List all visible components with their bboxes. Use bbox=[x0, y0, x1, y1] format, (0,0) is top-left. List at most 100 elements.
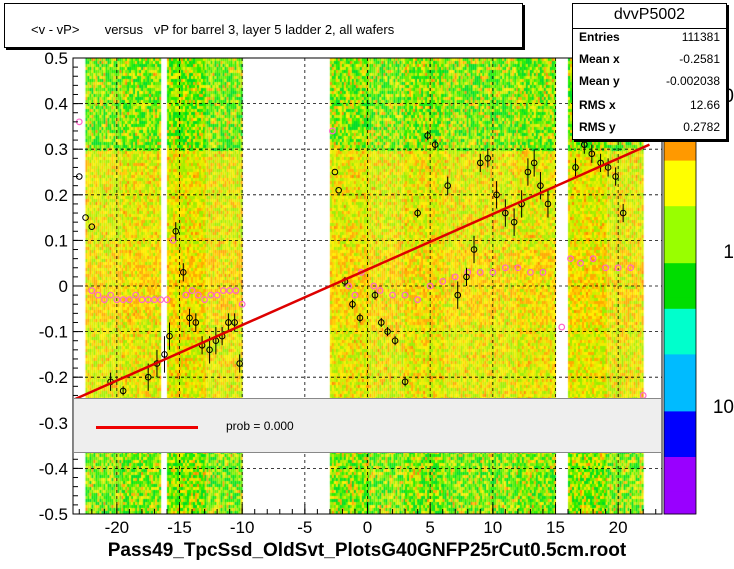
colorbar-cell bbox=[664, 434, 696, 447]
pink-point bbox=[464, 268, 472, 276]
profile-point bbox=[544, 200, 552, 208]
pink-point bbox=[627, 264, 635, 272]
y-tick-label: 0.2 bbox=[44, 186, 68, 205]
stats-row-rms-y: RMS y 0.2782 bbox=[579, 120, 720, 142]
pink-point bbox=[94, 291, 102, 299]
pink-point bbox=[389, 291, 396, 299]
pink-point bbox=[577, 259, 584, 267]
profile-point bbox=[331, 168, 339, 176]
stats-row-entries: Entries 111381 bbox=[579, 30, 720, 52]
colorbar-cell bbox=[664, 491, 696, 504]
pink-point bbox=[414, 296, 422, 304]
colorbar-cell bbox=[664, 286, 696, 298]
stats-row-mean-y: Mean y -0.002038 bbox=[579, 74, 720, 96]
colorbar-cell bbox=[664, 240, 696, 253]
pink-point bbox=[345, 282, 353, 290]
colorbar-cell bbox=[664, 160, 696, 173]
stats-row-mean-x: Mean x -0.2581 bbox=[579, 52, 720, 74]
tick-labels: -20 -15 -10 -5 0 5 10 15 20 -0.5 -0.4 -0.3 -0.2 -0.1 0… bbox=[39, 49, 628, 537]
profile-point bbox=[524, 168, 532, 176]
profile-point bbox=[414, 209, 421, 217]
stats-value: 0.2782 bbox=[683, 120, 720, 134]
colorbar-cell bbox=[664, 354, 696, 367]
profile-point bbox=[335, 186, 342, 194]
profile-point bbox=[377, 319, 385, 326]
pink-point bbox=[329, 127, 336, 135]
pink-point bbox=[476, 268, 484, 276]
pink-point bbox=[188, 287, 196, 294]
colorbar-cell bbox=[664, 308, 696, 321]
profile-point bbox=[502, 209, 509, 217]
stats-value: -0.2581 bbox=[679, 52, 720, 66]
pink-point bbox=[194, 291, 202, 299]
colorbar-cell bbox=[664, 229, 696, 241]
profile-point bbox=[144, 373, 152, 381]
colorbar-cell bbox=[664, 274, 696, 287]
colorbar-cell bbox=[664, 365, 696, 378]
pink-point bbox=[232, 287, 240, 294]
y-tick-label: 0.3 bbox=[44, 140, 68, 159]
pink-point bbox=[88, 287, 96, 294]
pink-point bbox=[138, 296, 146, 304]
pink-point bbox=[119, 296, 127, 304]
colorbar-cell bbox=[664, 217, 696, 230]
profile-point bbox=[179, 269, 187, 276]
colorbar-cell bbox=[664, 445, 696, 458]
profile-point bbox=[356, 314, 364, 322]
y-tick-label: 0.4 bbox=[44, 95, 68, 114]
profile-point bbox=[172, 227, 180, 235]
x-tick-label: 10 bbox=[483, 518, 502, 537]
profile-point bbox=[236, 360, 243, 367]
profile-point bbox=[588, 150, 596, 158]
fit-line bbox=[72, 143, 650, 402]
legend-box: prob = 0.000 bbox=[73, 398, 662, 453]
pink-point bbox=[370, 282, 378, 290]
pink-point bbox=[426, 282, 434, 290]
x-tick-label: 0 bbox=[363, 518, 372, 537]
stats-label: RMS y bbox=[579, 120, 616, 134]
colorbar-cell bbox=[664, 502, 696, 515]
profile-point bbox=[82, 214, 89, 221]
profile-point bbox=[572, 164, 579, 171]
pink-point bbox=[125, 296, 133, 304]
pink-point bbox=[614, 264, 622, 272]
profile-point bbox=[454, 291, 462, 299]
profile-point bbox=[206, 346, 213, 354]
colorbar-cell bbox=[664, 137, 696, 150]
legend-line-swatch bbox=[96, 426, 198, 429]
y-tick-label: -0.1 bbox=[39, 323, 68, 342]
profile-point bbox=[444, 182, 452, 189]
profile-point bbox=[88, 223, 96, 231]
colorbar-cell bbox=[664, 263, 696, 276]
profile-point bbox=[225, 319, 232, 326]
pink-point bbox=[157, 296, 165, 304]
colorbar-cell bbox=[664, 377, 696, 390]
profile-point bbox=[371, 291, 379, 299]
colorbar-cell bbox=[664, 251, 696, 264]
pink-point bbox=[238, 300, 246, 308]
pink-point bbox=[182, 291, 190, 299]
stats-label: RMS x bbox=[579, 98, 616, 112]
colorbar-label: 1 bbox=[723, 242, 734, 263]
profile-point bbox=[391, 337, 399, 345]
pink-point bbox=[219, 287, 227, 294]
pink-point bbox=[163, 296, 171, 304]
footer-filename: Pass49_TpcSsd_OldSvt_PlotsG40GNFP25rCut0… bbox=[107, 540, 627, 561]
profile-point bbox=[510, 218, 518, 226]
profile-point bbox=[192, 319, 200, 326]
colorbar-cell bbox=[664, 422, 696, 435]
colorbar-cell bbox=[664, 206, 696, 219]
colorbar-cell bbox=[664, 400, 696, 412]
stats-label: Entries bbox=[579, 30, 620, 44]
profile-point bbox=[604, 164, 612, 171]
pink-point bbox=[501, 264, 509, 272]
profile-point bbox=[119, 387, 127, 395]
colorbar-cell bbox=[664, 388, 696, 401]
axes bbox=[72, 57, 663, 515]
y-tick-label: 0 bbox=[59, 277, 68, 296]
pink-point bbox=[558, 323, 566, 331]
colorbar-cell bbox=[664, 194, 696, 207]
pink-point bbox=[489, 268, 497, 276]
profile-point bbox=[612, 173, 619, 180]
pink-point bbox=[589, 255, 597, 263]
